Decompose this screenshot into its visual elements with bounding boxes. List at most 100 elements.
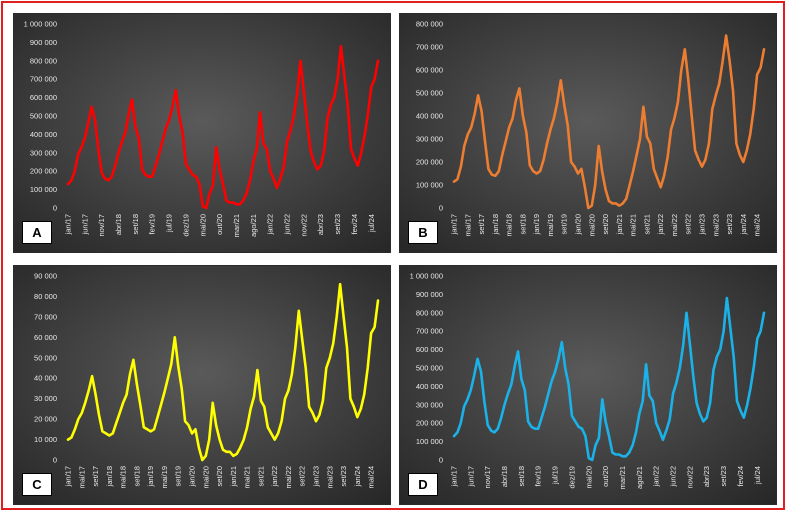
x-tick-label: mai/24 [367,466,376,489]
x-tick-label: set/19 [174,466,183,486]
y-tick-label: 800 000 [416,20,443,29]
x-tick-label: mai/20 [584,466,593,489]
y-tick-label: 500 000 [416,89,443,98]
x-tick-label: jun/17 [80,214,89,235]
x-tick-label: jan/22 [266,214,275,235]
x-tick-label: set/22 [684,214,693,234]
y-tick-label: 600 000 [416,345,443,354]
x-tick-label: jan/21 [615,214,624,235]
y-tick-label: 900 000 [416,290,443,299]
x-tick-label: set/18 [518,214,527,234]
x-tick-label: out/20 [215,214,224,235]
x-tick-label: set/21 [256,466,265,486]
y-tick-label: 80 000 [34,292,57,301]
x-tick-label: set/18 [517,466,526,486]
x-tick-label: mai/17 [463,214,472,237]
chart-background-c [14,266,390,504]
chart-background-a [14,14,390,252]
x-tick-label: mai/21 [243,466,252,489]
chart-background-b [400,14,776,252]
series-line-d [452,296,766,462]
y-tick-label: 300 000 [30,148,57,157]
x-tick-label: jul/24 [367,214,376,233]
x-tick-label: mai/21 [629,214,638,237]
x-tick-label: mai/19 [160,466,169,489]
x-tick-label: mai/22 [670,214,679,237]
y-tick-label: 400 000 [30,130,57,139]
x-tick-label: set/23 [339,466,348,486]
x-tick-label: nov/22 [299,214,308,237]
x-tick-label: jul/19 [551,466,560,485]
line-chart-a: 0 100 000 200 000 300 000 400 000 500 000 600 … [14,14,390,252]
x-tick-label: jan/17 [450,214,459,235]
y-tick-label: 400 000 [416,382,443,391]
y-tick-label: 200 000 [416,158,443,167]
series-line-c [66,282,380,462]
x-tick-label: mai/20 [587,214,596,237]
x-tick-label: mai/18 [505,214,514,237]
x-tick-label: jan/22 [656,214,665,235]
chart-panel-c: 0 10 000 20 000 30 000 40 000 50 000 60 000 70 … [13,265,391,505]
y-tick-label: 700 000 [30,75,57,84]
x-tick-label: nov/17 [97,214,106,237]
y-tick-label: 30 000 [34,394,57,403]
y-tick-label: 100 000 [30,185,57,194]
x-tick-label: jan/17 [450,466,459,487]
x-tick-label: set/20 [215,466,224,486]
x-tick-label: jan/17 [64,214,73,235]
y-tick-label: 0 [439,456,443,465]
x-tick-label: mai/19 [546,214,555,237]
x-tick-label: set/17 [477,214,486,234]
y-tick-label: 200 000 [30,167,57,176]
x-tick-label: jan/22 [270,466,279,487]
y-tick-label: 60 000 [34,333,57,342]
x-tick-label: jan/19 [532,214,541,235]
line-chart-d: 0 100 000 200 000 300 000 400 000 500 000 600 … [400,266,776,504]
x-tick-label: mai/23 [711,214,720,237]
x-tick-label: mai/22 [284,466,293,489]
y-tick-label: 20 000 [34,415,57,424]
x-tick-label: mar/21 [232,214,241,237]
y-tick-label: 0 [53,204,57,213]
y-tick-label: 400 000 [416,112,443,121]
panel-label-c: C [22,473,52,496]
x-tick-label: set/23 [719,466,728,486]
x-tick-label: set/18 [131,214,140,234]
x-tick-label: set/18 [132,466,141,486]
x-tick-label: set/23 [725,214,734,234]
x-tick-label: mai/17 [77,466,86,489]
x-tick-label: jun/17 [466,466,475,487]
x-tick-label: mai/20 [198,214,207,237]
x-tick-label: ago/21 [249,214,258,237]
y-tick-label: 100 000 [416,181,443,190]
x-tick-label: nov/22 [685,466,694,489]
x-tick-label: jan/21 [229,466,238,487]
x-tick-label: mar/21 [618,466,627,489]
x-tick-label: ago/21 [635,466,644,489]
x-tick-label: dez/19 [181,214,190,237]
y-tick-label: 200 000 [416,419,443,428]
x-tick-label: mai/18 [119,466,128,489]
x-tick-label: abr/18 [500,466,509,487]
x-tick-label: set/22 [298,466,307,486]
y-tick-label: 10 000 [34,435,57,444]
x-tick-label: jun/22 [283,214,292,235]
x-tick-label: nov/17 [483,466,492,489]
y-tick-label: 300 000 [416,135,443,144]
line-chart-c: 0 10 000 20 000 30 000 40 000 50 000 60 000 70 … [14,266,390,504]
x-tick-label: mai/24 [753,214,762,237]
y-tick-label: 800 000 [30,56,57,65]
chart-panel-b: 0 100 000 200 000 300 000 400 000 500 000 600 … [399,13,777,253]
y-tick-label: 1 000 000 [24,20,57,29]
y-tick-label: 40 000 [34,374,57,383]
x-tick-label: jan/23 [698,214,707,235]
panel-label-a: A [22,221,52,244]
x-tick-label: jan/20 [574,214,583,235]
x-tick-label: jun/22 [669,466,678,487]
y-tick-label: 0 [53,456,57,465]
y-tick-label: 500 000 [30,112,57,121]
x-tick-label: mai/23 [325,466,334,489]
x-tick-label: jul/19 [165,214,174,233]
x-tick-label: jan/22 [652,466,661,487]
